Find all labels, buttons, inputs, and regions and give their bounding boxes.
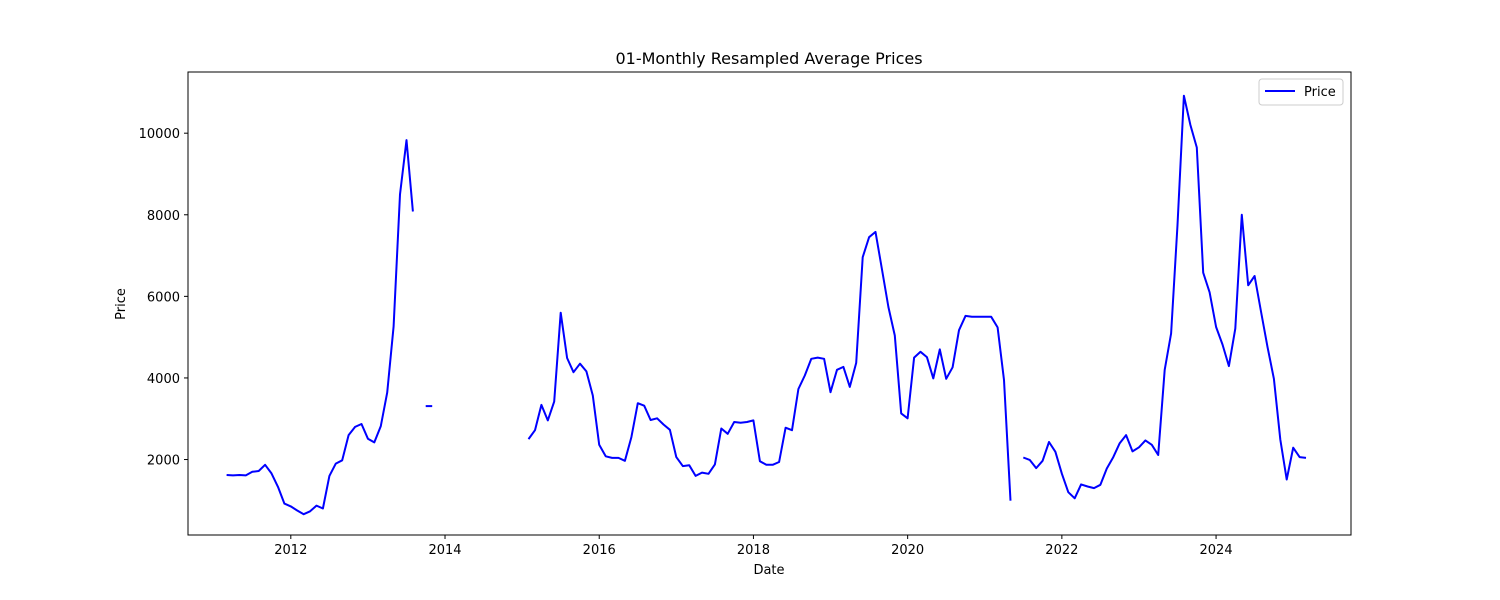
series-line-price xyxy=(226,139,414,516)
legend-box xyxy=(1258,78,1344,106)
y-tick-label: 10000 xyxy=(139,127,180,142)
legend: Price xyxy=(1258,78,1344,106)
series-line-price xyxy=(1022,94,1307,500)
x-tick-label: 2020 xyxy=(891,543,924,558)
series-line-price xyxy=(527,230,1012,501)
series-layer xyxy=(226,94,1307,516)
x-axis-label: Date xyxy=(753,563,784,578)
chart-title: 01-Monthly Resampled Average Prices xyxy=(615,49,922,68)
x-tick-label: 2012 xyxy=(274,543,307,558)
plot-frame xyxy=(187,71,1352,536)
x-tick-label: 2024 xyxy=(1200,543,1233,558)
x-tick-label: 2022 xyxy=(1045,543,1078,558)
y-tick-label: 8000 xyxy=(147,209,180,224)
y-tick-label: 2000 xyxy=(147,454,180,469)
x-tick-label: 2016 xyxy=(583,543,616,558)
y-axis-label: Price xyxy=(114,288,129,320)
x-tick-label: 2014 xyxy=(428,543,461,558)
legend-label-price: Price xyxy=(1304,85,1336,100)
y-tick-label: 4000 xyxy=(147,372,180,387)
y-tick-label: 6000 xyxy=(147,290,180,305)
x-tick-label: 2018 xyxy=(737,543,770,558)
x-axis: 2012 2014 2016 2018 2020 2022 2024 xyxy=(274,535,1233,558)
y-axis: 2000 4000 6000 8000 10000 xyxy=(139,127,188,469)
